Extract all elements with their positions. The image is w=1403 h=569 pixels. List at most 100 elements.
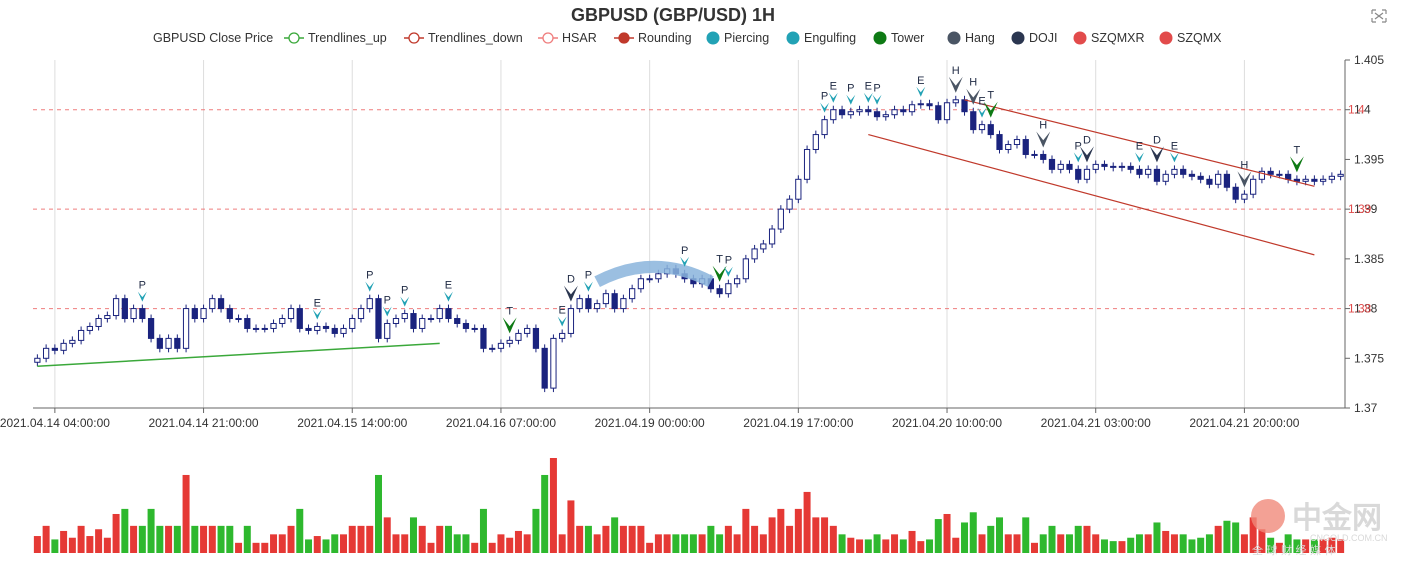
marker-tower: T: [502, 305, 517, 334]
marker-label: T: [1294, 144, 1301, 156]
legend-symbol: [1011, 31, 1025, 45]
volume-bar: [838, 534, 846, 553]
volume-bar: [558, 534, 566, 553]
candle: [751, 244, 758, 263]
legend-label: HSAR: [562, 31, 597, 45]
candle: [768, 225, 776, 248]
volume-bar: [926, 539, 934, 553]
marker-arrow: [1036, 131, 1051, 148]
volume-bar: [829, 525, 837, 553]
volume-bar: [252, 542, 260, 553]
candle: [60, 339, 67, 355]
candle-body: [1293, 178, 1301, 182]
y-tick-label: 1.385: [1354, 252, 1384, 266]
y-tick-label: 1.38: [1354, 302, 1378, 316]
candle-body: [165, 337, 172, 349]
candle: [602, 289, 610, 308]
candle: [646, 274, 653, 283]
candle-body: [235, 318, 242, 321]
legend-symbol: [618, 32, 630, 44]
candle-body: [1302, 178, 1309, 182]
volume-bar: [366, 525, 374, 553]
trendline-down: [964, 99, 1315, 187]
marker-label: E: [917, 75, 924, 87]
candle-body: [419, 318, 426, 329]
volume-bar: [243, 525, 251, 553]
candle-body: [567, 308, 575, 334]
legend-symbol: [706, 31, 720, 45]
candle-body: [182, 308, 190, 349]
candle-body: [541, 347, 548, 389]
candle: [1320, 175, 1327, 186]
marker-arrow: [1134, 152, 1144, 163]
trendline-up: [37, 342, 440, 367]
marker-arrow: [583, 281, 593, 292]
volume-bar: [908, 530, 916, 553]
volume-bar: [60, 530, 68, 553]
volume-bar: [812, 517, 820, 553]
candle-body: [1005, 144, 1012, 150]
marker-piercing: P: [872, 83, 882, 105]
marker-label: H: [952, 65, 960, 77]
legend-item-szqmx: SZQMX: [1159, 31, 1222, 45]
volume-bar: [1057, 534, 1065, 553]
candle: [77, 326, 85, 345]
volume-area: [33, 458, 1345, 553]
volume-bar: [296, 508, 304, 553]
legend-item-gbpusd-close-price: GBPUSD Close Price: [153, 31, 273, 45]
volume-bar: [1144, 534, 1152, 553]
candle-body: [427, 318, 435, 321]
candle: [760, 239, 767, 253]
candle: [1040, 150, 1047, 164]
candle-body: [830, 109, 837, 121]
fullscreen-icon[interactable]: [1371, 9, 1387, 23]
candle: [392, 314, 400, 328]
candle-body: [506, 339, 513, 344]
x-tick-label: 2021.04.16 07:00:00: [446, 416, 556, 430]
candle-body: [777, 208, 784, 230]
candle-body: [1171, 168, 1178, 175]
candle: [917, 99, 924, 109]
candle: [340, 324, 347, 338]
volume-bar: [453, 534, 461, 553]
candle-body: [795, 178, 802, 200]
volume-bar: [1214, 525, 1222, 553]
candle: [174, 334, 181, 353]
candle: [375, 294, 382, 343]
volume-bar: [497, 534, 505, 553]
volume-bar: [663, 534, 671, 553]
marker-label: P: [873, 83, 880, 95]
candle: [1048, 155, 1056, 174]
legend-label: Tower: [891, 31, 924, 45]
legend-item-szqmxr: SZQMXR: [1073, 31, 1144, 45]
marker-piercing: P: [137, 280, 147, 302]
candle: [1118, 162, 1126, 172]
candle-body: [821, 119, 828, 136]
legend-item-doji: DOJI: [1011, 31, 1057, 45]
volume-bar: [33, 536, 41, 553]
candle-body: [926, 103, 933, 107]
candle-body: [768, 228, 776, 245]
volume-bar: [698, 534, 706, 553]
candle: [139, 304, 146, 323]
candle: [847, 107, 854, 119]
candle: [1092, 160, 1099, 174]
candle: [952, 95, 959, 107]
volume-bar: [777, 508, 785, 553]
marker-engulfing: E: [443, 280, 453, 302]
candle-body: [331, 327, 338, 334]
candle-body: [1048, 158, 1056, 170]
volume-bar: [165, 525, 173, 553]
volume-bar: [681, 534, 689, 553]
candle: [401, 309, 408, 323]
candle: [244, 314, 251, 333]
candle: [716, 284, 723, 298]
volume-bar: [567, 500, 575, 553]
candle-body: [655, 273, 662, 280]
candle: [156, 334, 163, 353]
volume-bar: [1135, 534, 1143, 553]
candle-body: [51, 347, 58, 351]
volume-bar: [208, 525, 216, 553]
marker-arrow: [557, 316, 567, 327]
volume-bar: [506, 537, 514, 553]
